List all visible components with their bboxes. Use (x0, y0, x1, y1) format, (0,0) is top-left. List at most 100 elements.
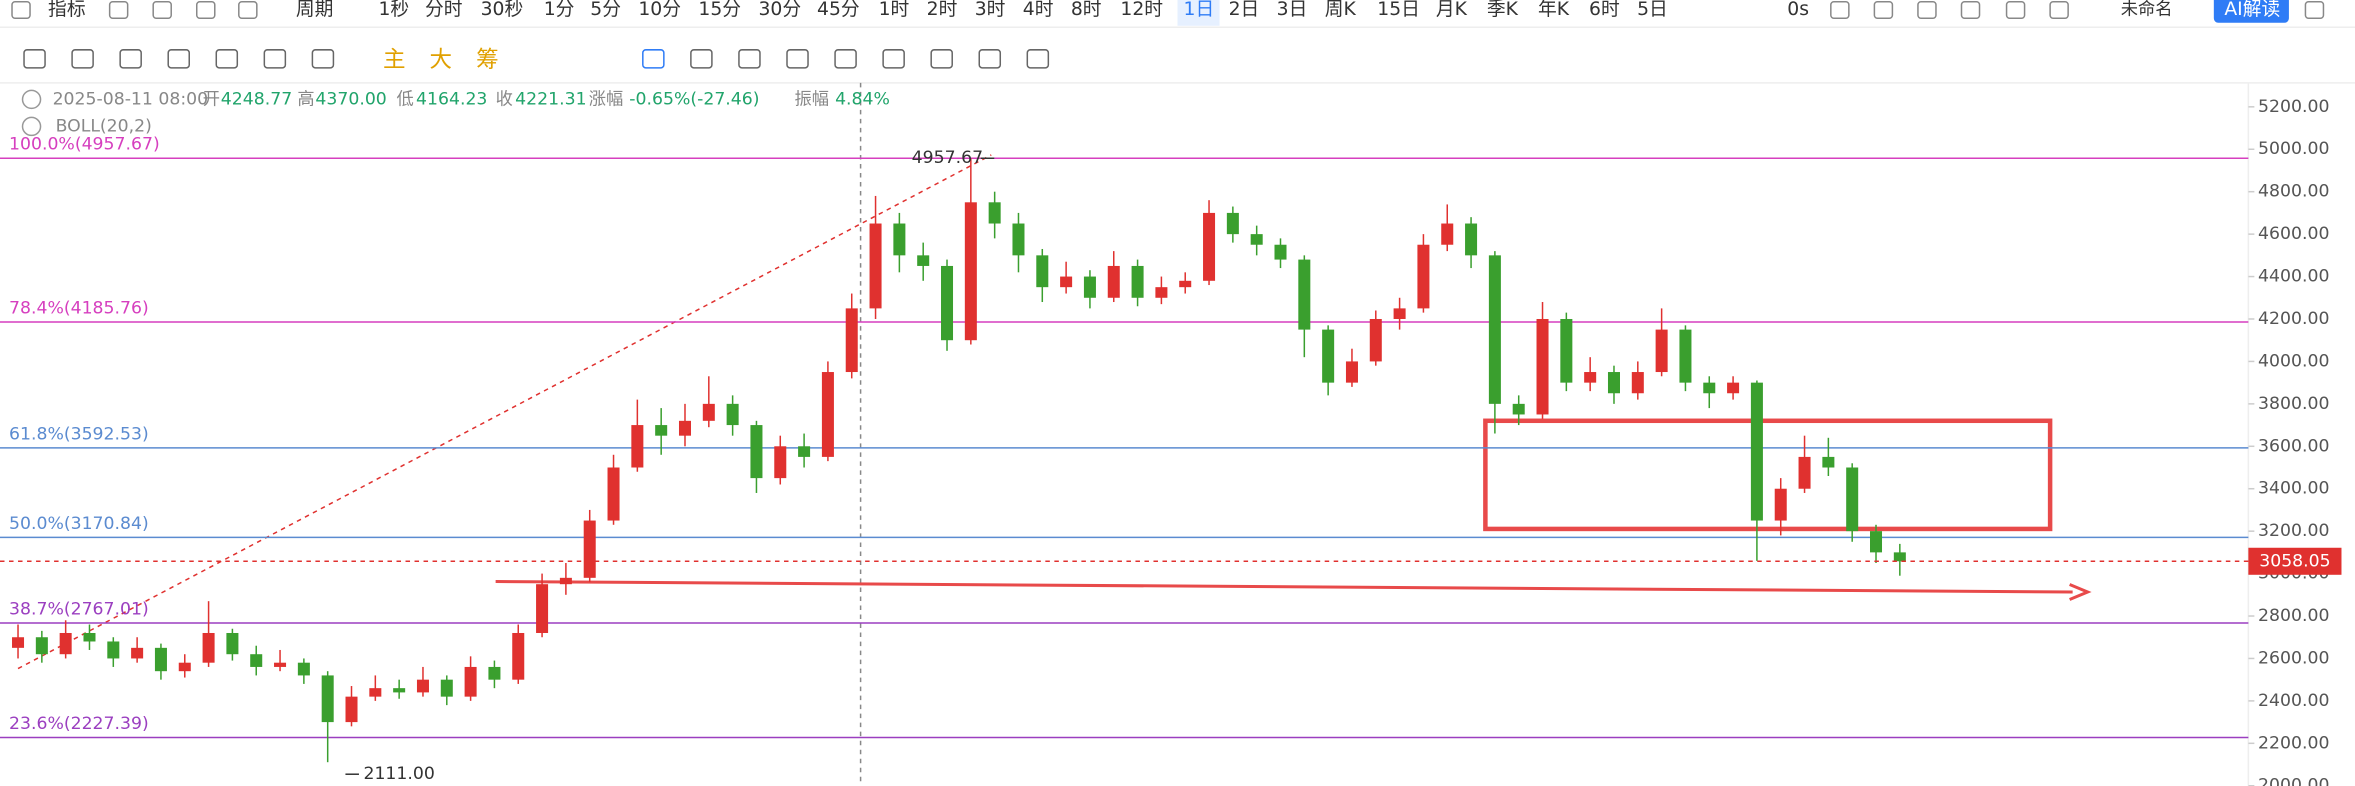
tool-icon[interactable] (311, 49, 335, 69)
interval-button[interactable]: 年K (1538, 0, 1570, 20)
interval-button[interactable]: 10分 (638, 0, 681, 20)
tool-icon[interactable] (71, 49, 94, 69)
toolbar-icon[interactable] (1873, 1, 1894, 20)
candle-body (988, 202, 1001, 224)
candle-body (774, 446, 787, 479)
last-price-box (2248, 547, 2342, 575)
tool-icon[interactable] (882, 49, 905, 69)
candle-body (1203, 212, 1216, 281)
highlight-box (1483, 418, 2053, 532)
toolbar-icon[interactable] (195, 1, 216, 20)
tool-icon[interactable] (1026, 49, 1050, 69)
candle-body (1798, 456, 1811, 489)
interval-button[interactable]: 30分 (758, 0, 801, 20)
interval-button[interactable]: 季K (1487, 0, 1519, 20)
workspace[interactable]: 未命名 (2121, 0, 2173, 19)
candle-body (1750, 382, 1763, 521)
interval-button[interactable]: 5分 (590, 0, 621, 20)
active-interval-bg (1177, 0, 1220, 26)
toolbar-icon[interactable] (238, 1, 258, 20)
tool-icon[interactable] (167, 49, 190, 69)
interval-button[interactable]: 30秒 (481, 0, 524, 20)
price-annotation: 4957.67 (912, 148, 983, 168)
interval-button[interactable]: 1分 (544, 0, 575, 20)
interval-button[interactable]: 12时 (1120, 0, 1163, 20)
candle-body (726, 403, 739, 426)
candle-body (1870, 531, 1883, 553)
collapse-icon[interactable] (21, 116, 42, 137)
candle-body (512, 632, 525, 680)
candle-body (893, 223, 906, 256)
main-tool[interactable]: 大 (430, 47, 453, 73)
interval-button[interactable]: 2时 (927, 0, 958, 20)
interval-button[interactable]: 4时 (1023, 0, 1054, 20)
fib-label: 100.0%(4957.67) (9, 135, 160, 155)
toolbar-icon[interactable] (11, 1, 31, 20)
interval-button[interactable]: 2日 (1229, 0, 1260, 20)
interval-button[interactable]: 分时 (425, 0, 463, 20)
tool-icon[interactable] (215, 49, 239, 69)
interval-button[interactable]: 8时 (1071, 0, 1102, 20)
interval-button[interactable]: 15日 (1377, 0, 1420, 20)
tool-icon[interactable] (930, 49, 953, 69)
tool-icon[interactable] (834, 49, 857, 69)
tool-icon[interactable] (263, 49, 287, 69)
tool-icon[interactable] (690, 49, 713, 69)
candle-body (226, 632, 239, 655)
interval-button[interactable]: 月K (1436, 0, 1468, 20)
indicator-name: BOLL(20,2) (56, 116, 152, 136)
tool-icon[interactable] (642, 49, 665, 69)
candle-body (1655, 329, 1668, 373)
candle-body (59, 632, 72, 655)
candle-body (678, 420, 692, 436)
candle-body (1179, 280, 1192, 288)
candle-body (416, 679, 429, 693)
fib-label: 78.4%(4185.76) (9, 298, 149, 318)
toolbar-icon[interactable] (108, 1, 129, 20)
main-tool[interactable]: 筹 (476, 47, 499, 73)
interval-button[interactable]: 6时 (1589, 0, 1620, 20)
tool-icon[interactable] (978, 49, 1002, 69)
candle-body (1846, 467, 1859, 532)
toolbar-icon[interactable] (152, 1, 172, 20)
tool-icon[interactable] (119, 49, 142, 69)
interval-button[interactable]: 3时 (975, 0, 1006, 20)
collapse-icon[interactable] (21, 89, 42, 110)
candle-body (1107, 265, 1120, 298)
interval-button[interactable]: 1时 (879, 0, 910, 20)
info-label: 开 (203, 89, 220, 109)
toolbar-icon[interactable] (1960, 1, 1981, 20)
candle-body (1083, 276, 1096, 298)
candle-body (1012, 223, 1025, 256)
indicator-button[interactable]: 指标 (48, 0, 86, 20)
fib-label: 23.6%(2227.39) (9, 714, 149, 734)
ai-button[interactable]: AI解读 (2224, 0, 2280, 20)
tool-icon[interactable] (738, 49, 761, 69)
candle-body (750, 425, 763, 479)
ai-button-bg[interactable] (2213, 0, 2289, 23)
toolbar-icon[interactable] (1830, 1, 1850, 20)
toolbar-icon[interactable] (2049, 1, 2069, 20)
interval-button[interactable]: 1秒 (378, 0, 409, 20)
candle-body (1774, 488, 1787, 521)
candle-body (1822, 456, 1835, 468)
tool-icon[interactable] (786, 49, 809, 69)
interval-button[interactable]: 15分 (698, 0, 741, 20)
toolbar-icon[interactable] (2304, 1, 2325, 20)
period-button[interactable]: 周期 (296, 0, 334, 20)
interval-button[interactable]: 1日 (1184, 0, 1215, 20)
toolbar-icon[interactable] (2005, 1, 2026, 20)
main-tool[interactable]: 主 (383, 47, 406, 73)
candle-body (845, 308, 858, 373)
interval-button[interactable]: 5日 (1637, 0, 1668, 20)
info-value: 4248.77 (221, 89, 292, 109)
tool-icon[interactable] (23, 49, 46, 69)
candle-body (1512, 403, 1525, 415)
toolbar-icon[interactable] (1917, 1, 1937, 20)
interval-button[interactable]: 45分 (817, 0, 860, 20)
candle-body (1607, 372, 1620, 394)
interval-button[interactable]: 周K (1325, 0, 1357, 20)
interval-button[interactable]: 3日 (1277, 0, 1308, 20)
arrow-head (2069, 583, 2092, 601)
